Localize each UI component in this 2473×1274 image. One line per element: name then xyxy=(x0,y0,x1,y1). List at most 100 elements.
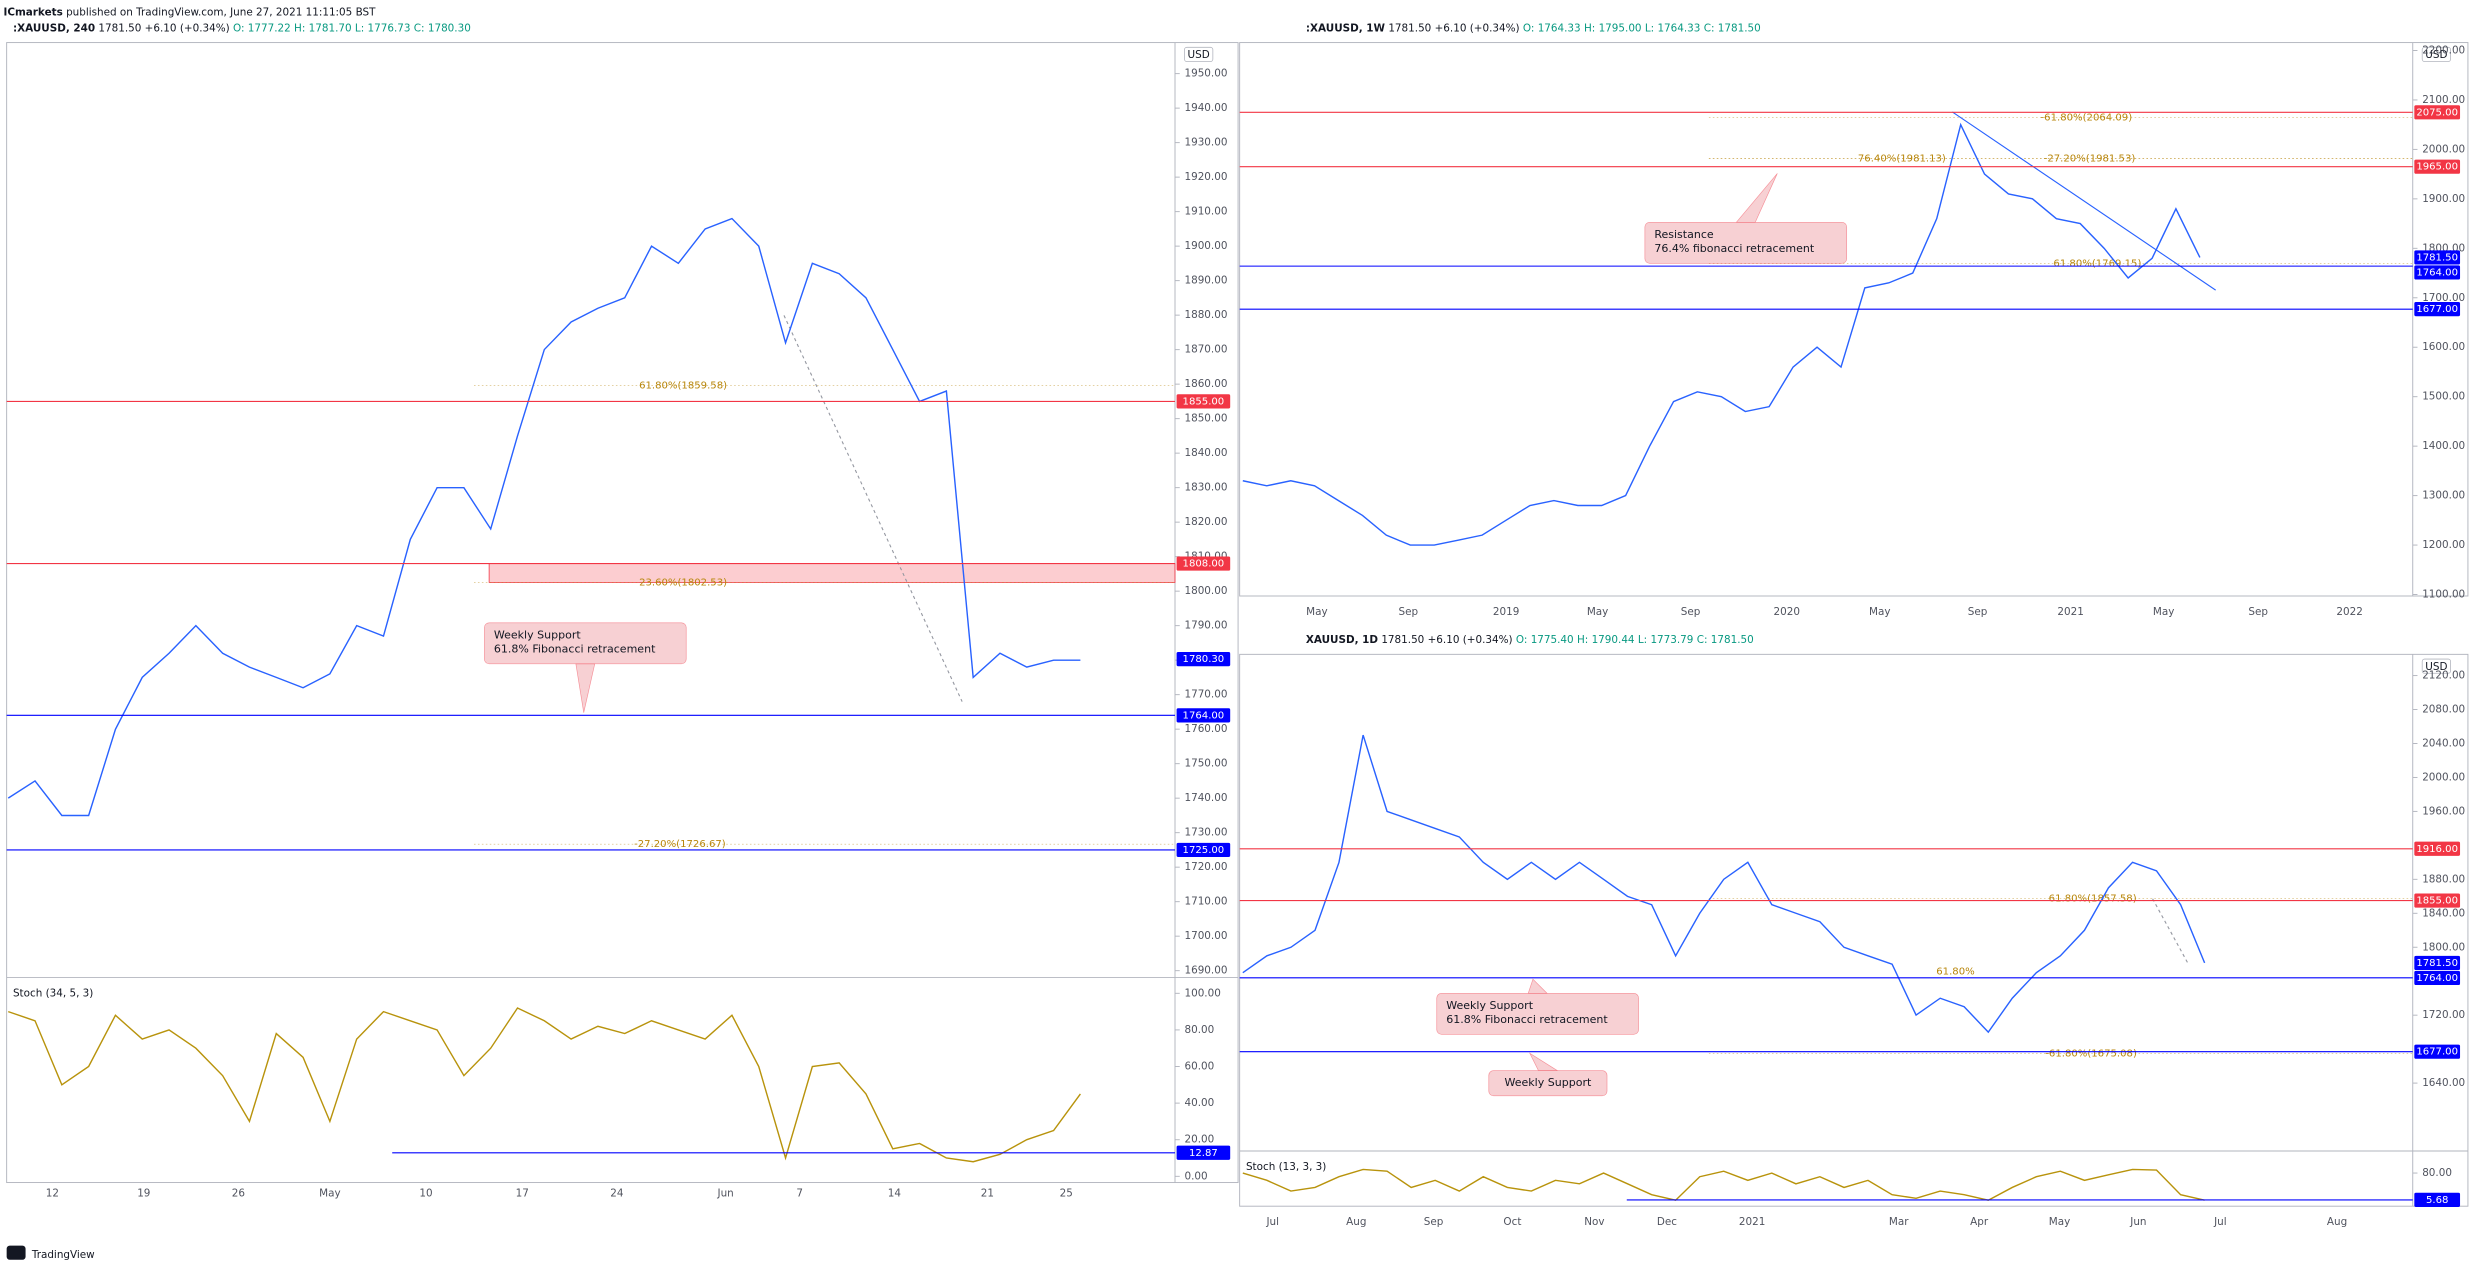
callout-text: Weekly Support xyxy=(494,628,581,641)
stoch-tick-label: 80.00 xyxy=(2422,1167,2452,1179)
price-tag xyxy=(2414,1044,2461,1059)
x-tick-label: 2021 xyxy=(2057,606,2083,618)
chart-title: :XAUUSD, 240 1781.50 +6.10 (+0.34%) O: 1… xyxy=(13,22,471,34)
x-tick-label: 19 xyxy=(137,1188,150,1200)
price-tag xyxy=(1176,652,1231,667)
y-tick-label: 1740.00 xyxy=(1184,792,1227,804)
callout-text: 76.4% fibonacci retracement xyxy=(1654,242,1815,255)
x-tick-label: Sep xyxy=(1968,606,1988,618)
price-tag-label: 1965.00 xyxy=(2416,162,2458,173)
x-tick-label: 12 xyxy=(46,1188,59,1200)
price-line xyxy=(1242,122,2201,546)
price-tag xyxy=(1176,394,1231,409)
x-tick-label: 24 xyxy=(610,1188,624,1200)
fib-label: 61.80% xyxy=(1936,966,1975,977)
callout-text: 61.8% Fibonacci retracement xyxy=(1446,1013,1608,1026)
stoch-title: Stoch (13, 3, 3) xyxy=(1246,1161,1326,1173)
price-tag-label: 1781.50 xyxy=(2416,958,2458,969)
y-tick-label: 1500.00 xyxy=(2422,391,2465,403)
price-tag-label: 1677.00 xyxy=(2416,304,2458,315)
fib-label: -61.80%(2064.09) xyxy=(2041,113,2133,124)
price-tag xyxy=(2414,250,2461,265)
price-tag xyxy=(2414,955,2461,971)
x-tick-label: May xyxy=(1587,606,1608,618)
currency-box xyxy=(1184,46,1214,62)
y-tick-label: 1800.00 xyxy=(1184,585,1227,597)
author: ICmarkets xyxy=(3,7,62,19)
y-tick-label: 1960.00 xyxy=(2422,805,2465,817)
y-tick-label: 1400.00 xyxy=(2422,440,2465,452)
symbol: :XAUUSD, 1W xyxy=(1306,22,1386,34)
y-tick-label: 1720.00 xyxy=(2422,1009,2465,1021)
stoch-line xyxy=(1242,1168,2205,1201)
y-tick-label: 1690.00 xyxy=(1184,965,1227,977)
callout-text: Weekly Support xyxy=(1446,999,1533,1012)
price-tag xyxy=(2414,105,2461,120)
y-tick-label: 1840.00 xyxy=(2422,907,2465,919)
x-tick-label: 17 xyxy=(516,1188,529,1200)
currency: USD xyxy=(2425,661,2447,673)
x-tick-label: 26 xyxy=(232,1188,245,1200)
publish-text: published on TradingView.com, June 27, 2… xyxy=(66,7,376,19)
y-tick-label: 1830.00 xyxy=(1184,482,1227,494)
y-tick-label: 1800.00 xyxy=(2422,242,2465,254)
y-tick-label: 1300.00 xyxy=(2422,490,2465,502)
x-tick-label: 7 xyxy=(796,1188,803,1200)
stoch-tag xyxy=(2414,1192,2461,1207)
y-tick-label: 1890.00 xyxy=(1184,275,1227,287)
y-tick-label: 1930.00 xyxy=(1184,137,1227,149)
x-tick-label: Apr xyxy=(1970,1216,1989,1228)
quote: 1781.50 +6.10 (+0.34%) xyxy=(98,22,229,34)
x-tick-label: 2019 xyxy=(1493,606,1519,618)
y-tick-label: 1720.00 xyxy=(1184,861,1227,873)
callout-box xyxy=(484,622,687,665)
y-tick-label: 1700.00 xyxy=(1184,930,1227,942)
y-tick-label: 1820.00 xyxy=(1184,516,1227,528)
x-tick-label: Jun xyxy=(717,1188,734,1200)
y-tick-label: 1900.00 xyxy=(2422,193,2465,205)
y-tick-label: 2000.00 xyxy=(2422,771,2465,783)
x-tick-label: Jul xyxy=(1265,1216,1279,1228)
price-tag-label: 1808.00 xyxy=(1183,559,1225,570)
price-tag xyxy=(2414,893,2461,908)
fib-label: -27.20%(1726.67) xyxy=(634,839,726,850)
x-tick-label: Jul xyxy=(2213,1216,2227,1228)
chart-panel xyxy=(6,42,1239,1184)
callout-text: Weekly Support xyxy=(1504,1076,1591,1089)
y-tick-label: 1840.00 xyxy=(1184,447,1227,459)
currency-box xyxy=(2421,46,2451,62)
price-tag-label: 1781.50 xyxy=(2416,252,2458,263)
x-tick-label: May xyxy=(2049,1216,2070,1228)
price-tag xyxy=(2414,841,2461,856)
y-tick-label: 2040.00 xyxy=(2422,737,2465,749)
price-line xyxy=(7,217,1081,817)
currency: USD xyxy=(1188,49,1210,61)
x-tick-label: 25 xyxy=(1060,1188,1073,1200)
price-tag xyxy=(2414,265,2461,280)
stoch-tick-label: 20.00 xyxy=(1184,1134,1214,1146)
x-tick-label: 2020 xyxy=(1774,606,1800,618)
ohlc: O: 1764.33 H: 1795.00 L: 1764.33 C: 1781… xyxy=(1523,22,1761,34)
stoch-tag-label: 5.68 xyxy=(2426,1195,2448,1206)
x-tick-label: May xyxy=(2153,606,2174,618)
x-tick-label: Oct xyxy=(1503,1216,1521,1228)
symbol: :XAUUSD, 240 xyxy=(13,22,95,34)
price-tag-label: 1855.00 xyxy=(2416,896,2458,907)
y-tick-label: 2080.00 xyxy=(2422,704,2465,716)
fib-label: -61.80%(1675.08) xyxy=(2045,1048,2137,1059)
y-tick-label: 2000.00 xyxy=(2422,143,2465,155)
price-tag-label: 1764.00 xyxy=(1183,710,1225,721)
brand-logo xyxy=(6,1245,26,1260)
currency-box xyxy=(2421,658,2451,674)
y-tick-label: 1870.00 xyxy=(1184,344,1227,356)
fib-label: 61.80%(1769.15) xyxy=(2053,259,2141,270)
x-tick-label: May xyxy=(1869,606,1890,618)
y-tick-label: 1750.00 xyxy=(1184,758,1227,770)
y-tick-label: 2120.00 xyxy=(2422,670,2465,682)
x-tick-label: Nov xyxy=(1584,1216,1604,1228)
price-tag-label: 1764.00 xyxy=(2416,267,2458,278)
x-tick-label: 10 xyxy=(419,1188,432,1200)
fib-label: 61.80%(1857.58) xyxy=(2049,893,2137,904)
